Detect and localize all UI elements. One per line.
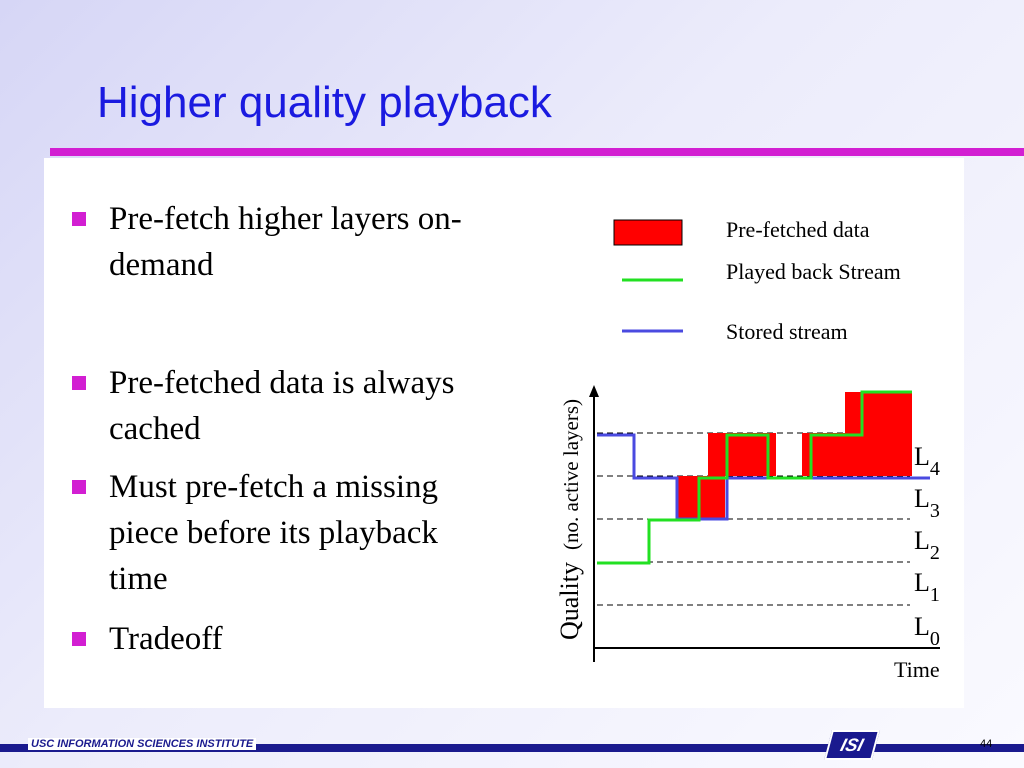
- footer-institute-label: USC INFORMATION SCIENCES INSTITUTE: [28, 738, 257, 750]
- prefetched-blocks: [677, 392, 912, 519]
- title-rule: [50, 148, 1024, 156]
- bullet-item: Must pre-fetch a missing piece before it…: [72, 464, 489, 602]
- prefetched-block: [708, 433, 776, 476]
- y-axis-label-main: Quality: [555, 562, 584, 640]
- slide-title: Higher quality playback: [97, 78, 552, 127]
- bullet-text: Pre-fetched data is always cached: [109, 365, 455, 447]
- bullet-marker: [72, 632, 86, 646]
- bullet-marker: [72, 480, 86, 494]
- played-stream-line: [597, 390, 912, 565]
- layer-label-l1: L1: [914, 568, 940, 606]
- bullet-item: Pre-fetched data is always cached: [72, 360, 489, 452]
- legend-label-stored: Stored stream: [726, 319, 848, 344]
- x-axis-label: Time: [894, 657, 940, 682]
- bullet-text: Must pre-fetch a missing piece before it…: [109, 469, 439, 597]
- footer-rule: [0, 744, 1024, 752]
- prefetched-block: [845, 392, 912, 433]
- bullet-item: Tradeoff: [72, 616, 489, 662]
- layer-label-l4: L4: [914, 442, 940, 480]
- prefetched-block: [677, 476, 725, 519]
- layer-label-l0: L0: [914, 612, 940, 650]
- bullet-text: Pre-fetch higher layers on-demand: [109, 201, 462, 283]
- bullet-marker: [72, 376, 86, 390]
- stored-stream-line: [597, 433, 930, 521]
- isi-logo: ISI: [823, 730, 881, 760]
- bullet-item: Pre-fetch higher layers on-demand: [72, 196, 489, 288]
- layer-labels: L4 L3 L2 L1 L0: [914, 442, 940, 650]
- bullet-text: Tradeoff: [109, 621, 223, 657]
- page-number: 44: [980, 738, 993, 750]
- y-axis-label-sub: (no. active layers): [559, 399, 583, 550]
- legend-label-played: Played back Stream: [726, 259, 901, 284]
- legend-label-prefetched: Pre-fetched data: [726, 217, 870, 242]
- prefetched-block: [802, 433, 912, 476]
- y-axis-arrow: [589, 385, 599, 397]
- legend-swatch-prefetched: [613, 219, 683, 246]
- y-axis-label: Quality (no. active layers): [555, 399, 584, 640]
- layer-label-l3: L3: [914, 484, 940, 522]
- bullet-marker: [72, 212, 86, 226]
- layer-label-l2: L2: [914, 526, 940, 564]
